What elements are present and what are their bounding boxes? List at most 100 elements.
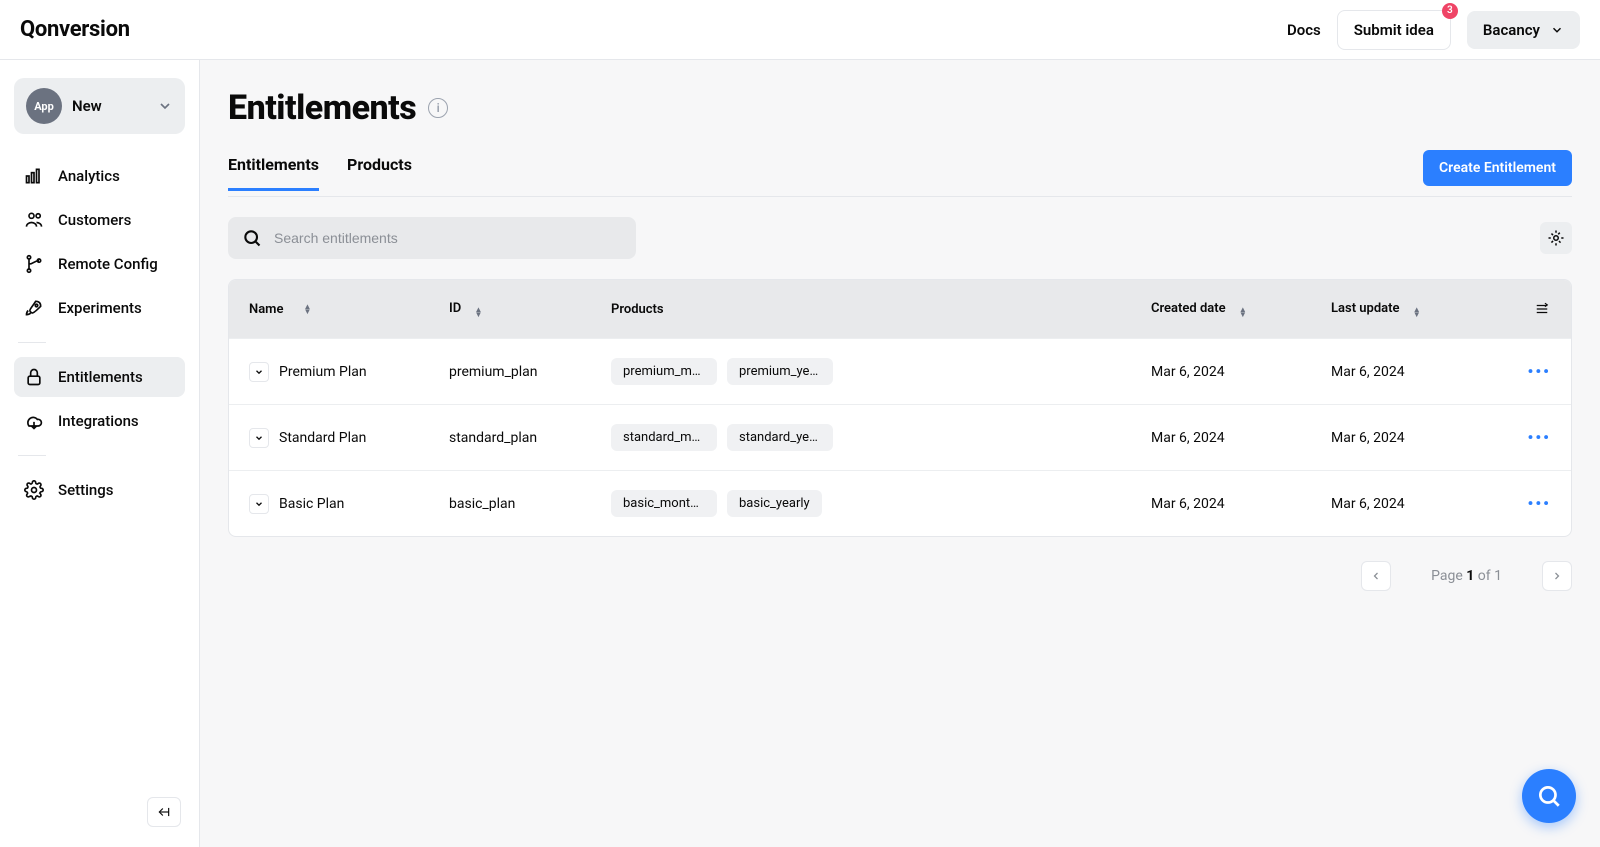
table-row[interactable]: Standard Plan standard_planstandard_month… [229, 404, 1571, 470]
logo[interactable]: Qonversion [20, 17, 130, 42]
gear-icon [1547, 229, 1565, 247]
cell-name: Standard Plan [249, 428, 449, 448]
submit-idea-button[interactable]: Submit idea 3 [1337, 10, 1451, 50]
branch-icon [24, 254, 44, 274]
tab-products[interactable]: Products [347, 155, 412, 191]
page-title: Entitlements [228, 88, 416, 128]
cell-created: Mar 6, 2024 [1151, 496, 1331, 512]
chevron-down-icon [157, 98, 173, 114]
org-name: Bacancy [1483, 21, 1540, 39]
expand-row-button[interactable] [249, 494, 269, 514]
search-input[interactable] [274, 230, 622, 246]
row-name-label: Basic Plan [279, 496, 344, 512]
users-icon [24, 210, 44, 230]
th-id[interactable]: ID ▲▼ [449, 301, 611, 317]
header-right: Docs Submit idea 3 Bacancy [1287, 10, 1580, 50]
th-created-label: Created date [1151, 301, 1226, 316]
sidebar-separator [18, 455, 46, 456]
main-content: Entitlements i Entitlements Products Cre… [200, 60, 1600, 847]
help-fab[interactable] [1522, 769, 1576, 823]
app-chip: App [26, 88, 62, 124]
cell-actions: ••• [1511, 428, 1551, 447]
prev-page-button[interactable] [1361, 561, 1391, 591]
expand-row-button[interactable] [249, 362, 269, 382]
row-more-button[interactable]: ••• [1527, 428, 1551, 447]
sidebar-nav: Analytics Customers Remote Config Experi… [14, 156, 185, 510]
sidebar-item-analytics[interactable]: Analytics [14, 156, 185, 196]
row-more-button[interactable]: ••• [1527, 362, 1551, 381]
table-row[interactable]: Basic Planbasic_planbasic_monthlybasic_y… [229, 470, 1571, 536]
th-created[interactable]: Created date ▲▼ [1151, 301, 1331, 317]
sidebar-item-settings[interactable]: Settings [14, 470, 185, 510]
th-updated[interactable]: Last update ▲▼ [1331, 301, 1511, 317]
cell-name: Basic Plan [249, 494, 449, 514]
app-switcher[interactable]: App New [14, 78, 185, 134]
row-name-label: Premium Plan [279, 364, 367, 380]
table-settings-button[interactable] [1540, 222, 1572, 254]
collapse-sidebar-button[interactable] [147, 797, 181, 827]
cell-updated: Mar 6, 2024 [1331, 364, 1511, 380]
search-icon [242, 228, 262, 248]
sidebar-item-experiments[interactable]: Experiments [14, 288, 185, 328]
cell-name: Premium Plan [249, 362, 449, 382]
sidebar-item-label: Experiments [58, 299, 142, 317]
page-total: 1 [1494, 568, 1502, 584]
sidebar-item-remote-config[interactable]: Remote Config [14, 244, 185, 284]
info-icon[interactable]: i [428, 98, 448, 118]
product-tag[interactable]: standard_monthly [611, 424, 717, 451]
row-name-label: Standard Plan [279, 430, 366, 446]
cloud-icon [24, 411, 44, 431]
product-tag[interactable]: basic_monthly [611, 490, 717, 517]
tabs-row: Entitlements Products Create Entitlement [228, 150, 1572, 197]
sort-icon: ▲▼ [474, 307, 482, 317]
lock-icon [24, 367, 44, 387]
entitlements-table: Name ▲▼ ID ▲▼ Products Created date ▲▼ L… [228, 279, 1572, 537]
app-name: New [72, 97, 147, 115]
product-tag[interactable]: basic_yearly [727, 490, 822, 517]
product-tag[interactable]: premium_monthly [611, 358, 717, 385]
submit-idea-badge: 3 [1442, 3, 1458, 19]
search-box[interactable] [228, 217, 636, 259]
cell-updated: Mar 6, 2024 [1331, 496, 1511, 512]
sidebar-item-entitlements[interactable]: Entitlements [14, 357, 185, 397]
expand-row-button[interactable] [249, 428, 269, 448]
next-page-button[interactable] [1542, 561, 1572, 591]
sidebar-item-label: Integrations [58, 412, 139, 430]
cell-products: basic_monthly basic_yearly [611, 490, 1151, 517]
pagination: Page 1 of 1 [228, 561, 1572, 591]
sidebar-item-label: Customers [58, 211, 131, 229]
org-switcher[interactable]: Bacancy [1467, 11, 1580, 49]
collapse-icon [156, 805, 172, 819]
page-title-row: Entitlements i [228, 88, 1572, 128]
gear-icon [24, 480, 44, 500]
create-entitlement-button[interactable]: Create Entitlement [1423, 150, 1572, 186]
cell-id: standard_plan [449, 430, 611, 446]
app-header: Qonversion Docs Submit idea 3 Bacancy [0, 0, 1600, 60]
tabs: Entitlements Products [228, 155, 412, 191]
sidebar-item-customers[interactable]: Customers [14, 200, 185, 240]
sidebar-item-label: Entitlements [58, 368, 143, 386]
sidebar-item-integrations[interactable]: Integrations [14, 401, 185, 441]
th-name[interactable]: Name ▲▼ [249, 302, 449, 317]
th-products-label: Products [611, 302, 664, 317]
cell-id: premium_plan [449, 364, 611, 380]
tab-entitlements[interactable]: Entitlements [228, 155, 319, 191]
sidebar-item-label: Analytics [58, 167, 120, 185]
rocket-icon [24, 298, 44, 318]
sidebar-separator [18, 342, 46, 343]
row-more-button[interactable]: ••• [1527, 494, 1551, 513]
chevron-down-icon [1550, 23, 1564, 37]
product-tag[interactable]: premium_yearly [727, 358, 833, 385]
toolbar-row [228, 217, 1572, 259]
sidebar-item-label: Remote Config [58, 255, 158, 273]
sort-icon: ▲▼ [1413, 307, 1421, 317]
sort-icon: ▲▼ [303, 304, 311, 314]
docs-link[interactable]: Docs [1287, 21, 1321, 39]
chart-bar-icon [24, 166, 44, 186]
th-columns-config[interactable] [1511, 302, 1551, 316]
cell-products: premium_monthly premium_yearly [611, 358, 1151, 385]
th-updated-label: Last update [1331, 301, 1400, 316]
table-header: Name ▲▼ ID ▲▼ Products Created date ▲▼ L… [229, 280, 1571, 338]
table-row[interactable]: Premium Planpremium_planpremium_monthlyp… [229, 338, 1571, 404]
product-tag[interactable]: standard_yearly [727, 424, 833, 451]
